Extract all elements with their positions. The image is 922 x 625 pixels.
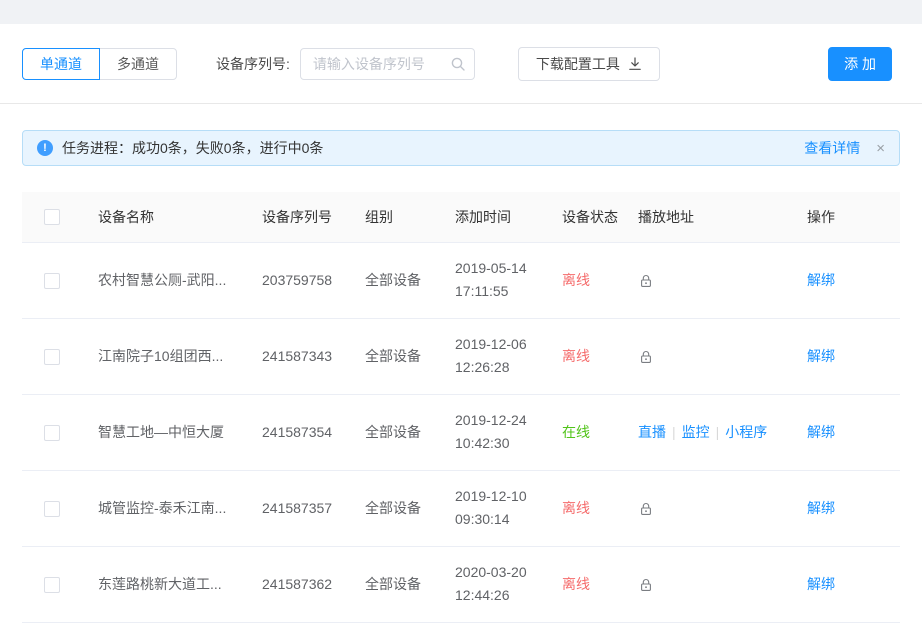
unbind-link[interactable]: 解绑 xyxy=(807,576,835,592)
add-date: 2019-12-24 xyxy=(455,412,527,428)
status-badge: 离线 xyxy=(562,348,590,364)
task-progress-banner: ! 任务进程：成功0条，失败0条，进行中0条 查看详情 × xyxy=(22,130,900,166)
unbind-link[interactable]: 解绑 xyxy=(807,424,835,440)
col-header-device-name: 设备名称 xyxy=(88,192,252,243)
status-badge: 离线 xyxy=(562,576,590,592)
channel-tabs: 单通道 多通道 xyxy=(22,48,177,80)
col-header-group: 组别 xyxy=(355,192,445,243)
tab-single-channel[interactable]: 单通道 xyxy=(22,48,100,80)
add-date: 2019-12-06 xyxy=(455,336,527,352)
device-name: 城管监控-泰禾江南... xyxy=(88,470,252,547)
tab-multi-channel[interactable]: 多通道 xyxy=(99,48,177,80)
row-checkbox[interactable] xyxy=(44,424,60,441)
serial-search-box xyxy=(299,48,475,80)
close-icon[interactable]: × xyxy=(876,139,885,157)
add-time: 12:26:28 xyxy=(455,359,510,375)
toolbar-divider xyxy=(0,103,922,104)
top-band xyxy=(0,0,922,24)
col-header-status: 设备状态 xyxy=(552,192,628,243)
table-row: 东莲路桃新大道工... 241587362 全部设备 2020-03-20 12:… xyxy=(22,546,900,623)
col-header-action: 操作 xyxy=(797,192,900,243)
device-group: 全部设备 xyxy=(355,394,445,471)
row-checkbox[interactable] xyxy=(44,576,60,593)
add-time: 09:30:14 xyxy=(455,511,510,527)
add-time: 17:11:55 xyxy=(455,283,509,299)
lock-icon[interactable] xyxy=(638,349,654,365)
miniprogram-link[interactable]: 小程序 xyxy=(725,424,768,440)
status-badge: 在线 xyxy=(562,424,590,440)
device-serial: 241587343 xyxy=(252,318,355,395)
unbind-link[interactable]: 解绑 xyxy=(807,500,835,516)
row-checkbox[interactable] xyxy=(44,500,60,517)
table-row: 城管监控-泰禾江南... 241587357 全部设备 2019-12-10 09… xyxy=(22,470,900,547)
lock-icon[interactable] xyxy=(638,273,654,289)
table-header-row: 设备名称 设备序列号 组别 添加时间 设备状态 播放地址 操作 xyxy=(22,192,900,243)
task-progress-text: 任务进程：成功0条，失败0条，进行中0条 xyxy=(62,140,324,156)
table-row: 江南院子10组团西... 241587343 全部设备 2019-12-06 12… xyxy=(22,318,900,395)
info-icon: ! xyxy=(37,140,53,156)
add-time: 10:42:30 xyxy=(455,435,510,451)
device-group: 全部设备 xyxy=(355,546,445,623)
search-icon[interactable] xyxy=(450,56,466,72)
unbind-link[interactable]: 解绑 xyxy=(807,272,835,288)
live-link[interactable]: 直播 xyxy=(638,424,666,440)
col-header-serial: 设备序列号 xyxy=(252,192,355,243)
device-name: 农村智慧公厕-武阳... xyxy=(88,242,252,319)
table-row: 农村智慧公厕-武阳... 203759758 全部设备 2019-05-14 17… xyxy=(22,242,900,319)
device-table: 设备名称 设备序列号 组别 添加时间 设备状态 播放地址 操作 农村智慧公厕-武… xyxy=(22,192,900,623)
device-name: 东莲路桃新大道工... xyxy=(88,546,252,623)
device-group: 全部设备 xyxy=(355,242,445,319)
view-details-link[interactable]: 查看详情 xyxy=(804,140,861,156)
select-all-checkbox[interactable] xyxy=(44,209,60,226)
device-name: 智慧工地—中恒大厦 xyxy=(88,394,252,471)
device-serial: 241587362 xyxy=(252,546,355,623)
row-checkbox[interactable] xyxy=(44,348,60,365)
device-group: 全部设备 xyxy=(355,470,445,547)
device-serial: 203759758 xyxy=(252,242,355,319)
col-header-play-address: 播放地址 xyxy=(628,192,797,243)
lock-icon[interactable] xyxy=(638,501,654,517)
lock-icon[interactable] xyxy=(638,577,654,593)
download-icon xyxy=(629,57,641,70)
device-name: 江南院子10组团西... xyxy=(88,318,252,395)
status-badge: 离线 xyxy=(562,500,590,516)
add-date: 2019-12-10 xyxy=(455,488,527,504)
status-badge: 离线 xyxy=(562,272,590,288)
link-separator: | xyxy=(715,424,720,440)
col-header-add-time: 添加时间 xyxy=(445,192,552,243)
device-group: 全部设备 xyxy=(355,318,445,395)
serial-search-input[interactable] xyxy=(299,48,475,80)
device-serial: 241587357 xyxy=(252,470,355,547)
monitor-link[interactable]: 监控 xyxy=(681,424,710,440)
add-date: 2020-03-20 xyxy=(455,564,527,580)
add-date: 2019-05-14 xyxy=(455,260,527,276)
table-row: 智慧工地—中恒大厦 241587354 全部设备 2019-12-24 10:42… xyxy=(22,394,900,471)
serial-number-label: 设备序列号: xyxy=(216,56,290,72)
row-checkbox[interactable] xyxy=(44,272,60,289)
add-device-button[interactable]: 添 加 xyxy=(828,47,892,81)
download-config-tool-button[interactable]: 下载配置工具 xyxy=(517,47,660,81)
download-config-tool-label: 下载配置工具 xyxy=(535,56,620,72)
device-serial: 241587354 xyxy=(252,394,355,471)
add-time: 12:44:26 xyxy=(455,587,510,603)
unbind-link[interactable]: 解绑 xyxy=(807,348,835,364)
toolbar: 单通道 多通道 设备序列号: 下载配置工具 添 加 xyxy=(22,47,892,81)
link-separator: | xyxy=(672,424,676,440)
